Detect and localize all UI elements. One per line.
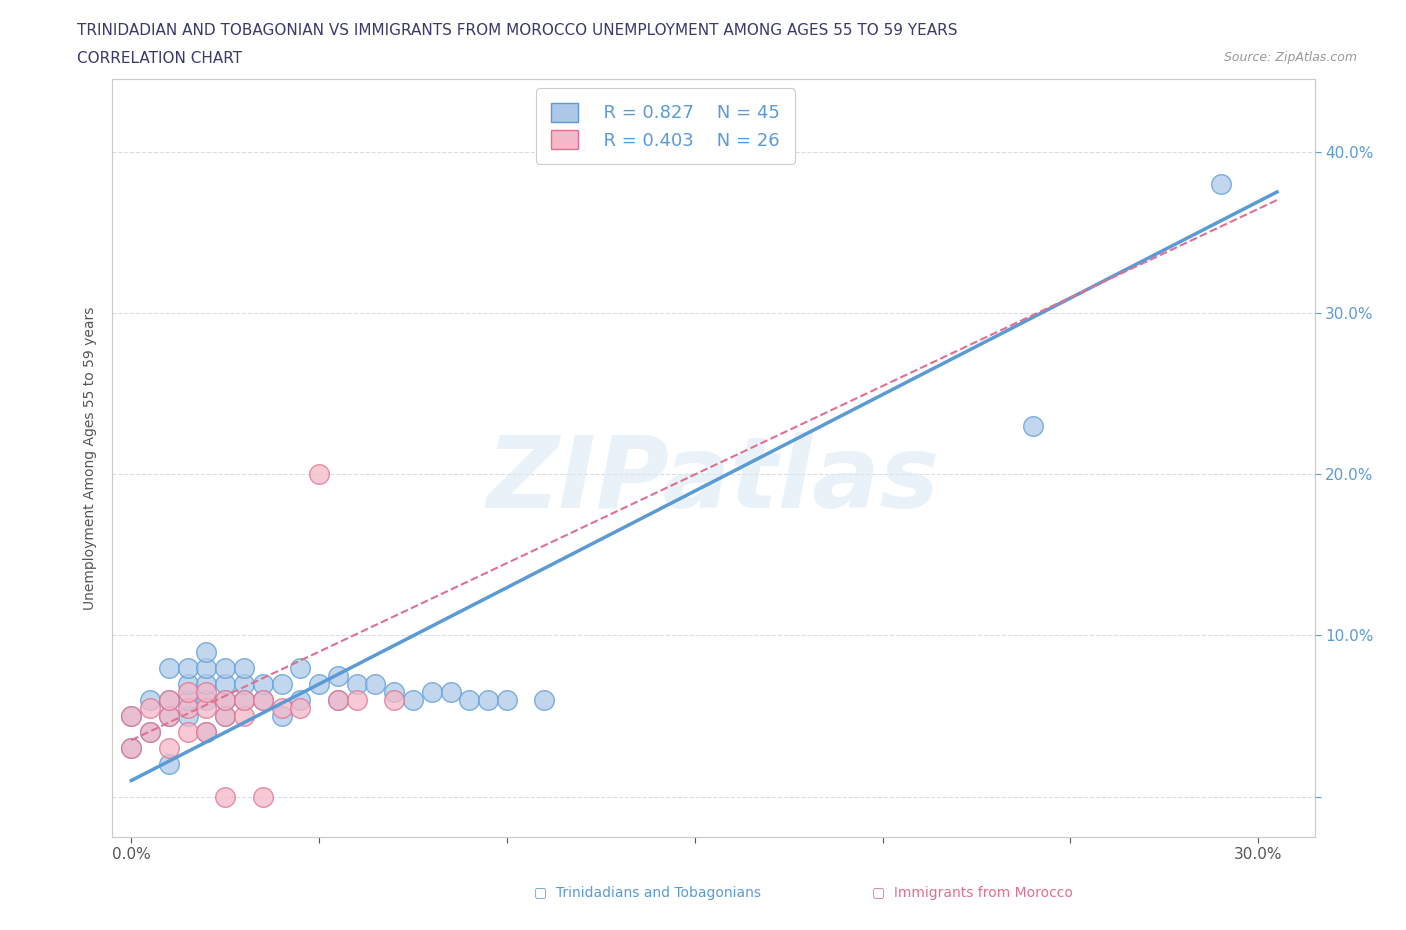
Point [496, 693, 519, 708]
Point [157, 709, 180, 724]
Point [252, 790, 274, 804]
Point [233, 676, 256, 691]
Point [176, 700, 198, 715]
Point [139, 724, 162, 739]
Point [157, 693, 180, 708]
Point [270, 700, 292, 715]
Point [157, 693, 180, 708]
Point [195, 693, 218, 708]
Point [533, 693, 555, 708]
Point [252, 676, 274, 691]
Point [139, 724, 162, 739]
Point [326, 693, 349, 708]
Point [120, 709, 142, 724]
Point [176, 684, 198, 699]
Point [439, 684, 461, 699]
Text: ZIPatlas: ZIPatlas [486, 432, 941, 529]
Point [290, 693, 312, 708]
Point [308, 467, 330, 482]
Y-axis label: Unemployment Among Ages 55 to 59 years: Unemployment Among Ages 55 to 59 years [83, 306, 97, 610]
Point [233, 709, 256, 724]
Point [195, 700, 218, 715]
Point [214, 660, 236, 675]
Point [326, 693, 349, 708]
Point [364, 676, 387, 691]
Point [233, 660, 256, 675]
Point [214, 693, 236, 708]
Point [214, 709, 236, 724]
Point [382, 693, 405, 708]
Point [195, 724, 218, 739]
Text: ▢  Trinidadians and Tobagonians: ▢ Trinidadians and Tobagonians [534, 885, 761, 900]
Text: CORRELATION CHART: CORRELATION CHART [77, 51, 242, 66]
Point [157, 741, 180, 756]
Point [290, 660, 312, 675]
Point [195, 724, 218, 739]
Point [157, 709, 180, 724]
Point [139, 700, 162, 715]
Point [176, 724, 198, 739]
Point [270, 676, 292, 691]
Point [346, 676, 368, 691]
Point [195, 676, 218, 691]
Point [195, 684, 218, 699]
Point [308, 676, 330, 691]
Point [157, 757, 180, 772]
Point [120, 709, 142, 724]
Point [402, 693, 425, 708]
Point [176, 709, 198, 724]
Point [233, 693, 256, 708]
Point [326, 669, 349, 684]
Point [382, 684, 405, 699]
Point [195, 644, 218, 659]
Point [214, 676, 236, 691]
Point [1209, 177, 1232, 192]
Point [346, 693, 368, 708]
Point [420, 684, 443, 699]
Point [477, 693, 499, 708]
Point [214, 693, 236, 708]
Point [214, 790, 236, 804]
Point [139, 693, 162, 708]
Point [120, 741, 142, 756]
Point [1022, 418, 1045, 433]
Point [176, 693, 198, 708]
Point [290, 700, 312, 715]
Point [458, 693, 481, 708]
Point [195, 660, 218, 675]
Point [252, 693, 274, 708]
Point [214, 709, 236, 724]
Point [270, 709, 292, 724]
Point [176, 660, 198, 675]
Point [120, 741, 142, 756]
Text: TRINIDADIAN AND TOBAGONIAN VS IMMIGRANTS FROM MOROCCO UNEMPLOYMENT AMONG AGES 55: TRINIDADIAN AND TOBAGONIAN VS IMMIGRANTS… [77, 23, 957, 38]
Point [157, 660, 180, 675]
Point [176, 676, 198, 691]
Legend:   R = 0.827    N = 45,   R = 0.403    N = 26: R = 0.827 N = 45, R = 0.403 N = 26 [536, 88, 794, 164]
Text: ▢  Immigrants from Morocco: ▢ Immigrants from Morocco [872, 885, 1073, 900]
Point [252, 693, 274, 708]
Text: Source: ZipAtlas.com: Source: ZipAtlas.com [1223, 51, 1357, 64]
Point [233, 693, 256, 708]
